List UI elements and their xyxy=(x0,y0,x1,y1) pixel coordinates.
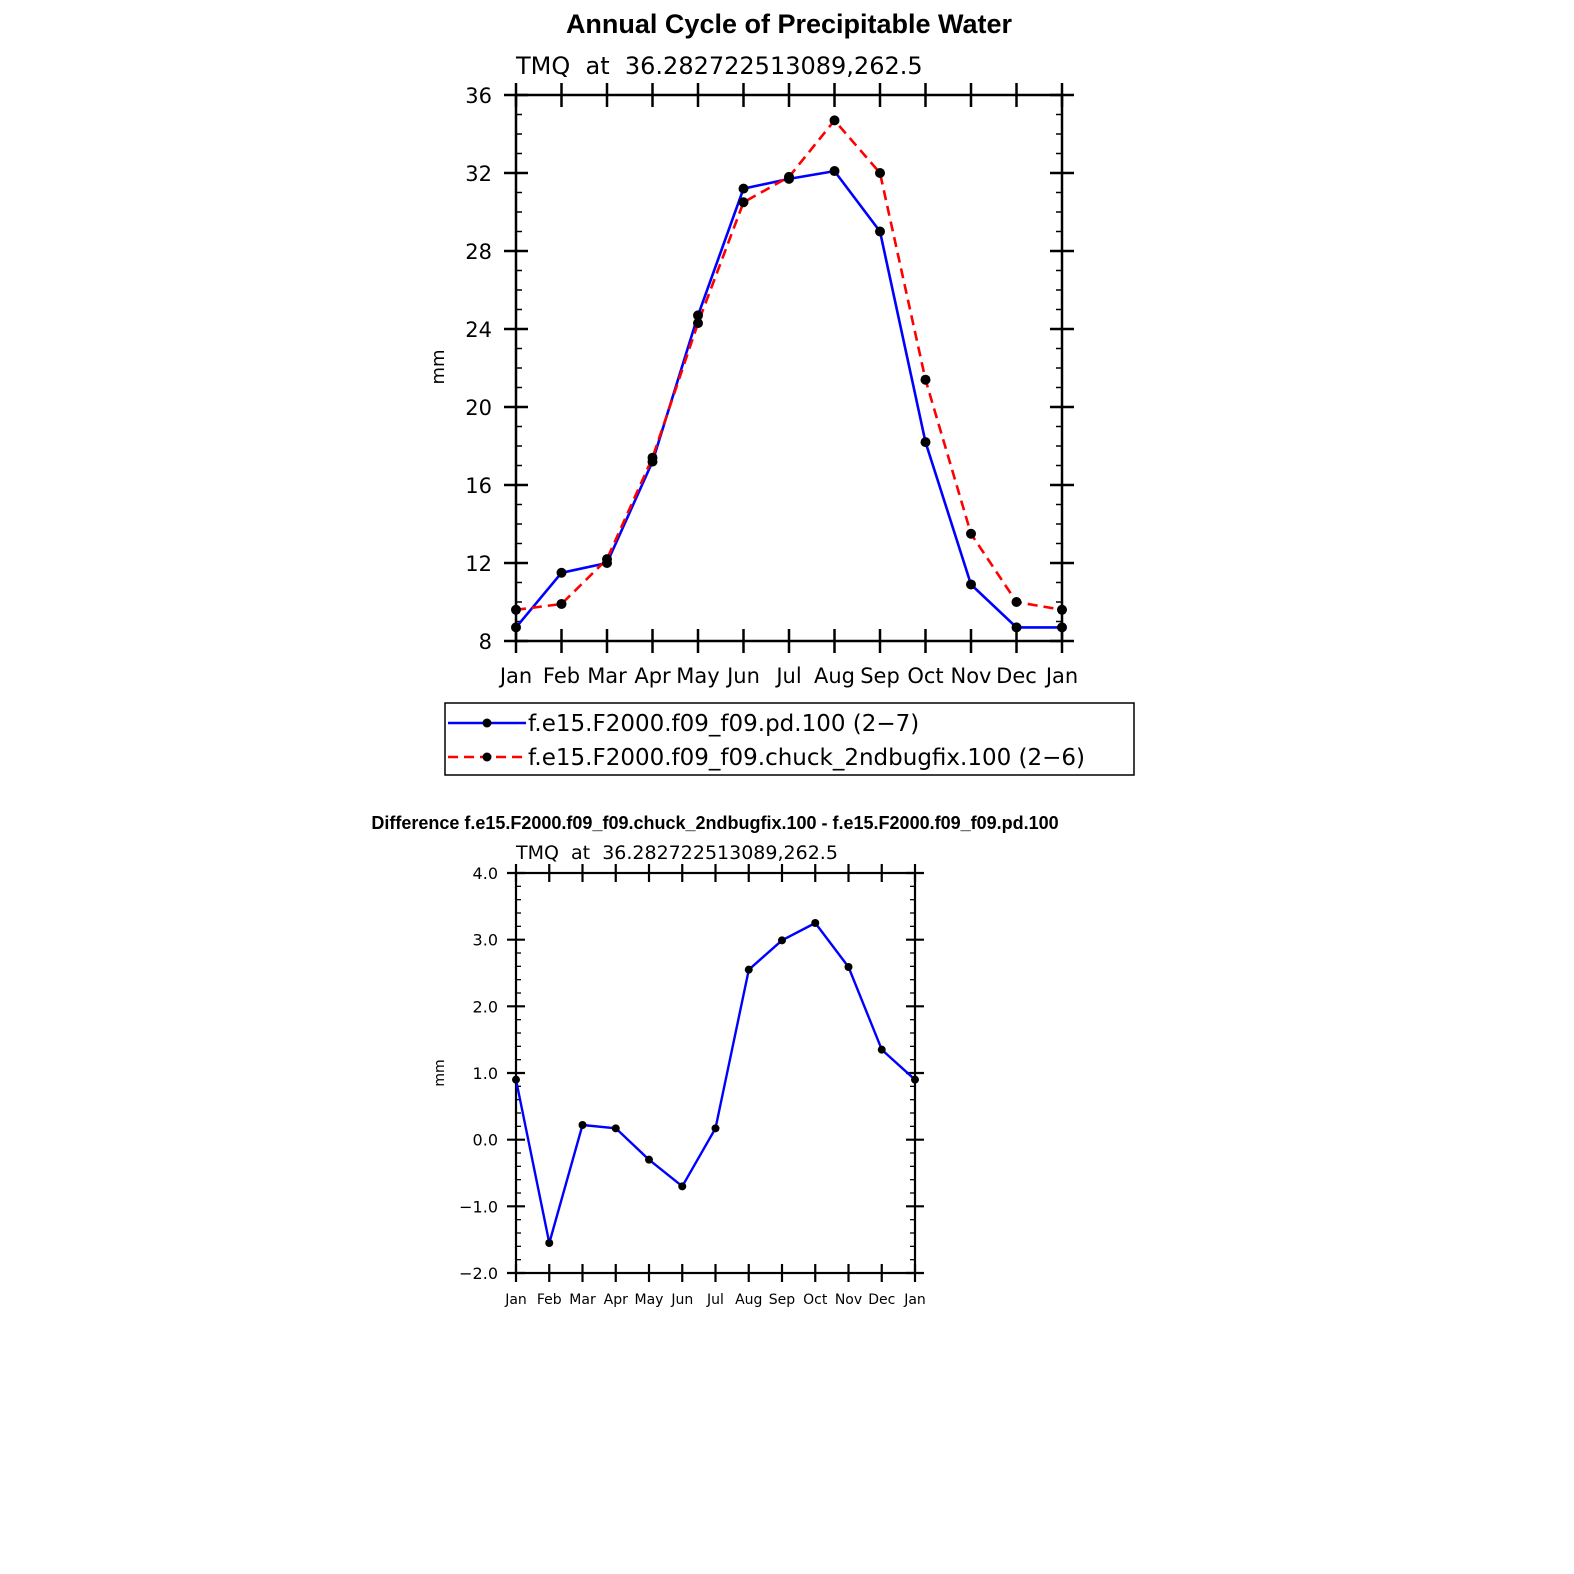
chart2-series-1-point xyxy=(778,936,786,945)
legend-marker-series-2 xyxy=(482,752,492,762)
chart1-xtick-label: May xyxy=(676,664,719,688)
chart1-xtick-label: Sep xyxy=(860,664,900,688)
chart1-series-2-point xyxy=(647,452,658,463)
chart2-plot: −2.0 −1.0 0.0 1.0 2.0 3.0 4.0 Jan Feb Mar Apr May Ju… xyxy=(459,864,926,1308)
chart1-series-2-point xyxy=(1011,597,1022,607)
chart1-series-2-point xyxy=(693,318,703,329)
chart2-series-1-point xyxy=(545,1239,554,1247)
chart1-series-1-point xyxy=(1057,622,1067,633)
chart1-xtick-label: Feb xyxy=(543,664,580,688)
chart1-xtick-label: Nov xyxy=(951,664,992,688)
chart2-series-1-line xyxy=(514,921,916,1245)
chart2-xtick-label: Sep xyxy=(769,1292,796,1308)
chart1-series-1-point xyxy=(829,166,840,177)
chart1-ytick-label: 32 xyxy=(465,162,492,186)
chart1-title: Annual Cycle of Precipitable Water xyxy=(566,9,1013,39)
chart2-series-1-point xyxy=(578,1121,587,1129)
chart1-ytick-label: 28 xyxy=(465,240,492,264)
chart1-xtick-label: Jan xyxy=(1044,664,1078,688)
chart1-series-2-point xyxy=(829,115,840,126)
chart2-ytick-label: −1.0 xyxy=(459,1197,498,1216)
chart2-xtick-label: Mar xyxy=(569,1292,596,1308)
chart1-y-axis-label: mm xyxy=(428,349,449,384)
chart2-xtick-label: Aug xyxy=(735,1292,762,1308)
chart2-series-1-point xyxy=(844,963,853,971)
chart2-xtick-label: May xyxy=(635,1292,664,1308)
chart1-ytick-label: 36 xyxy=(465,84,492,108)
chart1-series-2-point xyxy=(875,168,885,178)
chart1-xtick-label: Oct xyxy=(907,664,943,688)
chart1-ytick-label: 12 xyxy=(465,552,492,576)
chart2-xtick-label: Jun xyxy=(670,1292,693,1308)
chart2-series-1-point xyxy=(611,1124,620,1133)
chart1-series-2-point xyxy=(920,374,931,385)
chart1-ytick-label: 16 xyxy=(465,474,492,498)
legend-box xyxy=(444,702,1135,776)
chart2-ytick-label: 3.0 xyxy=(473,931,498,950)
chart2-subtitle: TMQ at 36.282722513089,262.5 xyxy=(515,842,838,864)
chart1-ytick-label: 8 xyxy=(479,630,492,654)
chart2-series-1-point xyxy=(678,1182,687,1191)
chart2-ytick-label: −2.0 xyxy=(459,1264,498,1283)
chart2-series-1-point xyxy=(512,1075,520,1084)
chart2-xtick-label: Jul xyxy=(706,1292,724,1308)
chart1-series-2-point xyxy=(511,604,521,615)
chart1-ytick-label: 24 xyxy=(465,318,492,342)
chart2-y-axis-label: mm xyxy=(432,1059,448,1086)
chart2-xtick-label: Dec xyxy=(868,1292,895,1308)
chart1-xtick-label: Jul xyxy=(774,664,801,688)
chart1-series-1-point xyxy=(920,437,931,448)
chart1-xtick-label: Jan xyxy=(498,664,532,688)
legend-label-series-2: f.e15.F2000.f09_f09.chuck_2ndbugfix.100 … xyxy=(528,745,1085,771)
chart2-title: Difference f.e15.F2000.f09_f09.chuck_2nd… xyxy=(371,813,1058,833)
chart1-plot: 8 12 16 20 24 28 32 36 Jan Feb Mar Apr May Jun Jul Aug S… xyxy=(465,83,1078,688)
chart2-series-1-point xyxy=(711,1124,720,1133)
chart2-xtick-label: Oct xyxy=(803,1292,828,1308)
chart1-xtick-label: Mar xyxy=(587,664,627,688)
chart2-series-1-point xyxy=(911,1075,919,1084)
chart2-ytick-label: 1.0 xyxy=(473,1064,498,1083)
chart1-series-2-line xyxy=(515,119,1063,612)
chart1-series-1-point xyxy=(875,226,885,237)
chart2-xtick-label: Apr xyxy=(604,1292,628,1308)
chart1-series-2-point xyxy=(602,554,612,565)
chart1-series-2-point xyxy=(1057,604,1067,615)
chart1-series-1-point xyxy=(693,310,703,321)
chart2-ytick-label: 0.0 xyxy=(473,1131,498,1150)
legend-marker-series-1 xyxy=(482,718,492,728)
chart1-ytick-label: 20 xyxy=(465,396,492,420)
chart1-series-1-point xyxy=(738,183,749,194)
chart2-xtick-label: Jan xyxy=(504,1292,527,1308)
chart1-xtick-label: Aug xyxy=(814,664,855,688)
chart1-series-1-point xyxy=(966,579,976,590)
chart1-series-2-point xyxy=(784,171,794,182)
chart2-series-1-point xyxy=(744,965,753,974)
chart1-xtick-label: Apr xyxy=(634,664,671,688)
chart2-series-1-point xyxy=(645,1155,653,1164)
chart2-xtick-label: Nov xyxy=(835,1292,862,1308)
chart2-xtick-label: Jan xyxy=(903,1292,926,1308)
chart1-subtitle: TMQ at 36.282722513089,262.5 xyxy=(515,52,923,80)
chart1-series-1-point xyxy=(556,567,567,578)
chart2-ytick-label: 2.0 xyxy=(473,997,498,1016)
chart2-plot-frame xyxy=(514,871,917,1275)
chart1-legend: f.e15.F2000.f09_f09.pd.100 (2−7) f.e15.F… xyxy=(444,702,1135,776)
chart1-series-1-line xyxy=(515,169,1062,629)
chart2-series-1-point xyxy=(877,1045,886,1054)
chart1-series-1-point xyxy=(511,622,521,633)
chart2-ytick-label: 4.0 xyxy=(473,864,498,883)
legend-label-series-1: f.e15.F2000.f09_f09.pd.100 (2−7) xyxy=(528,711,919,737)
chart2-series-1-point xyxy=(811,919,820,927)
chart1-series-2-point xyxy=(738,197,749,208)
chart1-series-1-point xyxy=(1011,622,1022,633)
chart2-xtick-label: Feb xyxy=(537,1292,562,1308)
chart1-series-2-point xyxy=(556,598,567,609)
chart1-series-2-point xyxy=(966,528,976,539)
chart1-xtick-label: Jun xyxy=(725,664,760,688)
chart1-xtick-label: Dec xyxy=(996,664,1037,688)
